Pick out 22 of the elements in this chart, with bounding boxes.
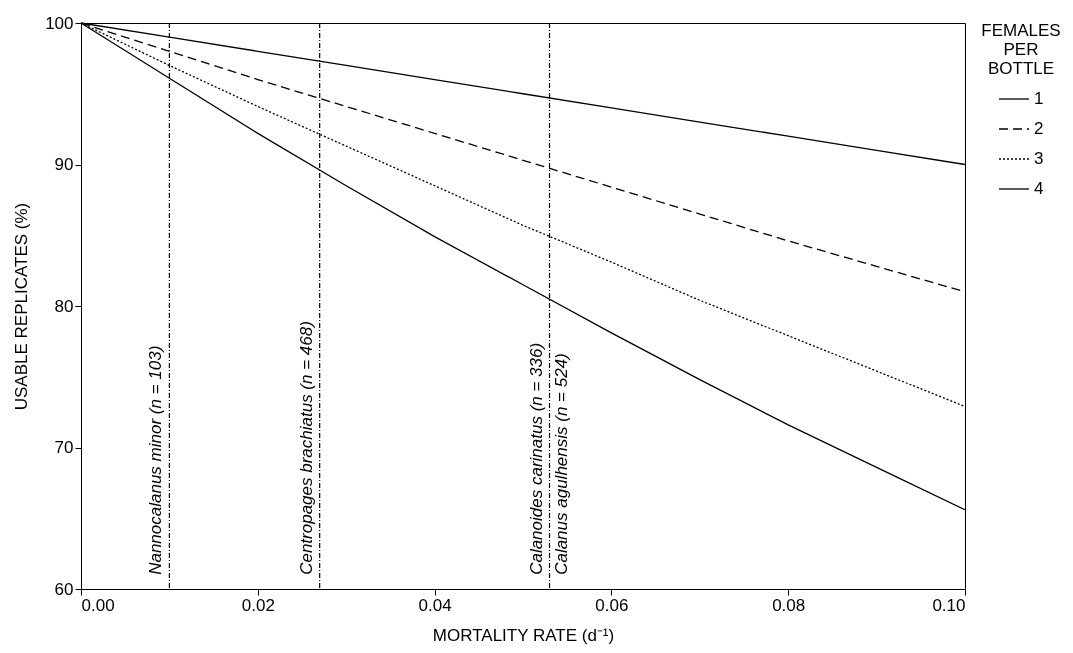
y-tick-label: 60: [54, 579, 74, 599]
y-tick-label: 80: [54, 296, 74, 316]
x-axis-title: MORTALITY RATE (d⁻¹): [432, 625, 615, 645]
x-tick-label: 0.04: [418, 595, 452, 615]
y-tick-label: 70: [54, 438, 74, 457]
x-tick-label: 0.10: [932, 595, 966, 615]
y-tick-label: 90: [54, 155, 74, 174]
y-tick-label: 100: [45, 13, 74, 33]
annotation: Centropages brachiatus (n = 468): [296, 321, 316, 575]
legend-label: 4: [1034, 179, 1044, 198]
y-axis-title: USABLE REPLICATES (%): [12, 202, 32, 411]
x-tick-label: 0.06: [595, 595, 629, 615]
legend-title: FEMALES PER BOTTLE: [981, 21, 1061, 78]
annotation: Calanus agulhensis (n = 524): [551, 353, 571, 575]
x-tick-label: 0.02: [241, 595, 275, 615]
legend-label: 2: [1034, 119, 1044, 138]
legend-label: 3: [1034, 149, 1044, 168]
annotation: Nannocalanus minor (n = 103): [146, 345, 166, 575]
x-tick-label: 0.08: [772, 595, 806, 615]
legend-label: 1: [1034, 89, 1044, 108]
x-tick-label: 0.00: [81, 595, 115, 615]
annotation: Calanoides carinatus (n = 336): [526, 342, 546, 575]
